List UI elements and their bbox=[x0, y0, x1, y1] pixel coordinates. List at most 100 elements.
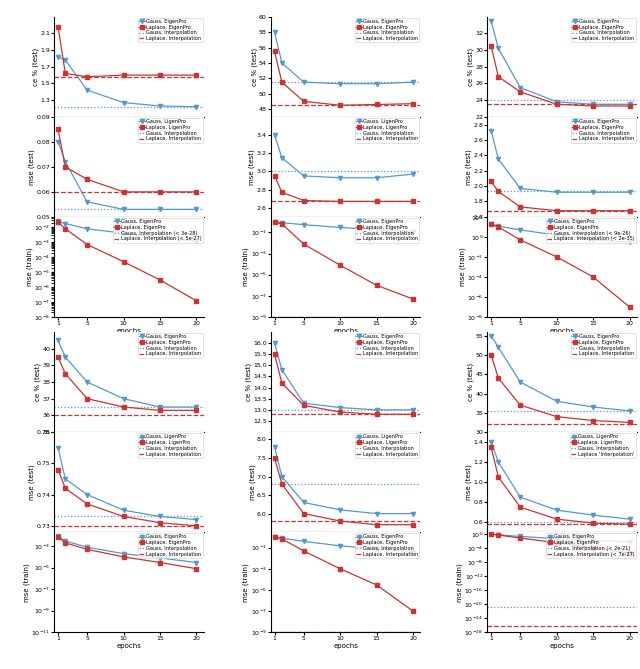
Laplace, LigenPro bbox=[120, 188, 127, 196]
Laplace, EigenPro bbox=[516, 236, 524, 244]
Y-axis label: mse (train): mse (train) bbox=[243, 248, 249, 286]
Line: Gauss, EigenPro: Gauss, EigenPro bbox=[489, 532, 632, 544]
Gauss, EigenPro bbox=[336, 542, 344, 550]
Line: Laplace, EigenPro: Laplace, EigenPro bbox=[489, 179, 632, 213]
Gauss, EigenPro bbox=[409, 227, 417, 235]
Gauss, LigenPro bbox=[626, 515, 634, 523]
Gauss, EigenPro bbox=[626, 238, 634, 246]
Laplace, EigenPro bbox=[516, 203, 524, 211]
X-axis label: epochs: epochs bbox=[333, 643, 358, 649]
Gauss, EigenPro bbox=[516, 84, 524, 92]
Gauss, EigenPro bbox=[372, 225, 380, 233]
Y-axis label: ce % (test): ce % (test) bbox=[35, 363, 41, 401]
Laplace, EigenPro bbox=[271, 533, 278, 541]
Gauss, Interpolation bbox=[54, 639, 62, 647]
Gauss, Interpolation bbox=[264, 167, 271, 175]
Line: Gauss, EigenPro: Gauss, EigenPro bbox=[56, 535, 198, 565]
Laplace, EigenPro bbox=[589, 544, 597, 552]
Gauss, Interpolation bbox=[264, 628, 271, 636]
Y-axis label: mse (train): mse (train) bbox=[460, 248, 466, 286]
Line: Gauss, EigenPro: Gauss, EigenPro bbox=[489, 128, 632, 194]
Gauss, LigenPro bbox=[193, 205, 200, 213]
Gauss, LigenPro bbox=[372, 174, 380, 182]
Gauss, Interpolation bbox=[47, 103, 54, 111]
Laplace, EigenPro bbox=[54, 533, 62, 541]
Laplace, EigenPro bbox=[495, 223, 502, 231]
Gauss, EigenPro bbox=[83, 86, 91, 94]
Legend: Gauss, LigenPro, Laplace, LigenPro, Gauss, Interpolation, Laplace, Interpolation: Gauss, LigenPro, Laplace, LigenPro, Gaus… bbox=[138, 433, 203, 458]
Gauss, EigenPro bbox=[372, 406, 380, 414]
Gauss, Interpolation (< 3e-28) bbox=[54, 605, 62, 613]
Laplace, LigenPro bbox=[54, 466, 62, 474]
Laplace, EigenPro bbox=[120, 553, 127, 561]
Line: Laplace, EigenPro: Laplace, EigenPro bbox=[273, 352, 415, 416]
Laplace, EigenPro bbox=[487, 42, 495, 50]
Legend: Gauss, EigenPro, Laplace, EigenPro, Gauss, Interpolation, Laplace, Interpolation: Gauss, EigenPro, Laplace, EigenPro, Gaus… bbox=[571, 333, 636, 358]
Gauss, EigenPro bbox=[589, 403, 597, 411]
Laplace, LigenPro bbox=[278, 480, 285, 488]
Gauss, EigenPro bbox=[495, 222, 502, 230]
Gauss, EigenPro bbox=[336, 403, 344, 411]
Gauss, LigenPro bbox=[271, 443, 278, 451]
Gauss, Interpolation bbox=[54, 103, 62, 111]
Laplace, LigenPro bbox=[372, 197, 380, 205]
Gauss, EigenPro bbox=[271, 217, 278, 225]
Laplace 'Interpolation' bbox=[480, 520, 488, 528]
Laplace, EigenPro bbox=[193, 406, 200, 414]
Laplace, EigenPro bbox=[495, 531, 502, 539]
Legend: Gauss, LigenPro, Laplace, LigenPro, Gauss, Interpolation, Laplace, Interpolation: Gauss, LigenPro, Laplace, LigenPro, Gaus… bbox=[355, 118, 419, 142]
Legend: Gauss, LigenPro, Laplace, LigenPro, Gauss, Interpolation, Laplace, Interpolation: Gauss, LigenPro, Laplace, LigenPro, Gaus… bbox=[355, 433, 419, 458]
Gauss, Interpolation bbox=[271, 628, 278, 636]
Y-axis label: mse (train): mse (train) bbox=[456, 563, 463, 601]
Laplace, EigenPro bbox=[120, 71, 127, 79]
Gauss, EigenPro bbox=[626, 100, 634, 108]
Line: Laplace, EigenPro: Laplace, EigenPro bbox=[56, 535, 198, 571]
Laplace, EigenPro bbox=[61, 539, 69, 547]
Laplace, EigenPro bbox=[409, 100, 417, 108]
Laplace, EigenPro bbox=[589, 102, 597, 110]
Gauss, LigenPro bbox=[120, 205, 127, 213]
Laplace, LigenPro bbox=[278, 188, 285, 196]
Legend: Gauss, LigenPro, Laplace, LigenPro, Gauss, Interpolation, Laplace, Interpolation: Gauss, LigenPro, Laplace, LigenPro, Gaus… bbox=[138, 118, 203, 142]
Gauss, Interpolation bbox=[480, 187, 488, 195]
Y-axis label: mse (test): mse (test) bbox=[29, 149, 35, 185]
Laplace, LigenPro bbox=[409, 520, 417, 529]
Laplace, EigenPro bbox=[120, 403, 127, 411]
Line: Laplace, EigenPro: Laplace, EigenPro bbox=[489, 44, 632, 108]
Legend: Gauss, EigenPro, Laplace, EigenPro, Gauss, Interpolation (< 9e-26), Laplace, Int: Gauss, EigenPro, Laplace, EigenPro, Gaus… bbox=[546, 218, 636, 243]
Gauss, EigenPro bbox=[336, 223, 344, 231]
Line: Laplace, LigenPro: Laplace, LigenPro bbox=[273, 456, 415, 527]
Gauss, LigenPro bbox=[54, 138, 62, 146]
Gauss, EigenPro bbox=[61, 537, 69, 545]
Gauss, Interpolation bbox=[271, 78, 278, 86]
Laplace, EigenPro bbox=[553, 100, 561, 108]
Gauss, EigenPro bbox=[409, 548, 417, 556]
Laplace, EigenPro bbox=[516, 401, 524, 409]
Laplace, LigenPro bbox=[156, 188, 164, 196]
Legend: Gauss, EigenPro, Laplace, EigenPro, Gauss, Interpolation, Laplace, Interpolation: Gauss, EigenPro, Laplace, EigenPro, Gaus… bbox=[138, 333, 203, 358]
Laplace, EigenPro bbox=[54, 23, 62, 31]
Gauss, EigenPro bbox=[553, 188, 561, 196]
Gauss, EigenPro bbox=[83, 225, 91, 233]
Line: Gauss, LigenPro: Gauss, LigenPro bbox=[56, 446, 198, 522]
Laplace, EigenPro bbox=[61, 70, 69, 78]
Laplace, EigenPro bbox=[495, 374, 502, 382]
Gauss, EigenPro bbox=[300, 537, 308, 545]
Laplace, Interpolation bbox=[487, 207, 495, 215]
Laplace, EigenPro bbox=[278, 379, 285, 387]
Gauss, LigenPro bbox=[336, 506, 344, 514]
Line: Gauss, EigenPro: Gauss, EigenPro bbox=[56, 219, 198, 243]
Line: Laplace, LigenPro: Laplace, LigenPro bbox=[56, 468, 198, 528]
Gauss, EigenPro bbox=[495, 343, 502, 351]
Gauss, LigenPro bbox=[336, 174, 344, 182]
Gauss, Interpolation bbox=[264, 480, 271, 488]
Y-axis label: mse (test): mse (test) bbox=[249, 464, 255, 500]
Gauss, LigenPro bbox=[409, 510, 417, 518]
Legend: Gauss, EigenPro, Laplace, EigenPro, Gauss, Interpolation, Laplace, Interpolation: Gauss, EigenPro, Laplace, EigenPro, Gaus… bbox=[355, 533, 419, 558]
Legend: Gauss, EigenPro, Laplace, EigenPro, Gauss, Interpolation (< 3e-28), Laplace, Int: Gauss, EigenPro, Laplace, EigenPro, Gaus… bbox=[113, 218, 203, 243]
Line: Laplace, EigenPro: Laplace, EigenPro bbox=[489, 532, 632, 555]
Laplace, Interpolation bbox=[47, 639, 54, 647]
Gauss, EigenPro bbox=[589, 236, 597, 244]
Laplace, EigenPro bbox=[495, 73, 502, 81]
Laplace, Interpolation bbox=[264, 517, 271, 525]
